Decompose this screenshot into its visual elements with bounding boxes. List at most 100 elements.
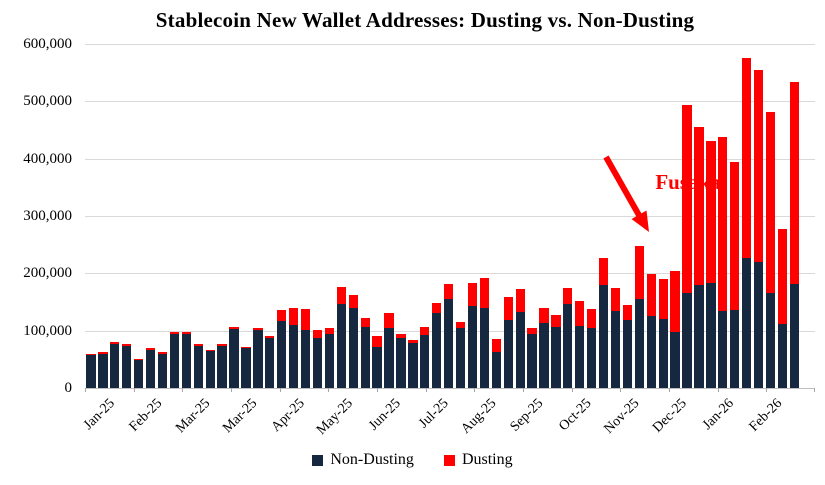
bar-segment-dusting [432, 302, 442, 314]
x-axis-tick [814, 388, 815, 392]
bar-segment-non-dusting [110, 343, 120, 388]
bar-segment-dusting [455, 321, 466, 329]
y-axis-label: 0 [64, 380, 73, 396]
bar-segment-non-dusting [491, 351, 501, 388]
bar-segment-non-dusting [753, 261, 764, 388]
bars-group [85, 44, 800, 388]
stacked-bar [168, 44, 180, 388]
bar-segment-non-dusting [288, 324, 299, 388]
y-axis-label: 600,000 [23, 36, 72, 52]
non-dusting-swatch-icon [312, 454, 324, 466]
bar-segment-dusting [348, 295, 358, 308]
bar-segment-dusting [598, 258, 609, 285]
bar-segment-non-dusting [551, 326, 561, 388]
x-axis-label: May-25 [313, 396, 356, 438]
stacked-bar [204, 44, 216, 388]
legend: Non-Dusting Dusting [0, 451, 825, 469]
bar-segment-dusting [265, 336, 275, 339]
stacked-bar [455, 44, 467, 388]
stacked-bar [323, 44, 335, 388]
stacked-bar [431, 44, 443, 388]
x-axis-tick [474, 388, 476, 392]
y-axis-label: 300,000 [23, 208, 72, 224]
gridline [85, 158, 815, 160]
bar-segment-non-dusting [682, 293, 692, 388]
legend-label-dusting: Dusting [461, 451, 513, 468]
stacked-bar [264, 44, 276, 388]
x-axis-label: Mar-25 [172, 396, 213, 437]
stacked-bar [395, 44, 407, 388]
bar-segment-dusting [777, 229, 788, 324]
bar-segment-dusting [539, 307, 549, 324]
bar-segment-dusting [229, 326, 239, 329]
bar-segment-non-dusting [730, 310, 740, 388]
x-axis-tick [85, 388, 86, 392]
x-axis-label: Mar-25 [220, 396, 261, 437]
bar-segment-dusting [205, 350, 215, 352]
bar-segment-non-dusting [384, 328, 394, 388]
bar-segment-non-dusting [718, 311, 728, 388]
bar-segment-non-dusting [181, 334, 191, 388]
y-axis-label: 400,000 [23, 150, 72, 167]
x-axis-label: Sep-25 [507, 396, 547, 435]
stacked-bar [443, 44, 455, 388]
bar-segment-dusting [217, 343, 227, 346]
gridline [85, 273, 815, 275]
x-axis-tick [328, 388, 330, 392]
x-axis-label: Jan-26 [700, 396, 738, 434]
stacked-bar [228, 44, 240, 388]
bar-segment-dusting [491, 338, 501, 352]
stacked-bar [574, 44, 586, 388]
stacked-bar [383, 44, 395, 388]
stacked-bar [145, 44, 157, 388]
bar-segment-dusting [610, 287, 621, 311]
bar-segment-dusting [408, 340, 418, 343]
bar-segment-non-dusting [634, 299, 645, 388]
stacked-bar [157, 44, 169, 388]
x-axis-tick [523, 388, 524, 392]
x-axis-tick [717, 388, 719, 392]
stacked-bar [753, 44, 765, 388]
stacked-bar [586, 44, 598, 388]
bar-segment-dusting [157, 352, 168, 355]
stacked-bar [502, 44, 514, 388]
stacked-bar [705, 44, 717, 388]
bar-segment-dusting [312, 329, 323, 338]
stacked-bar [776, 44, 788, 388]
bar-segment-dusting [563, 287, 573, 304]
stacked-bar [97, 44, 109, 388]
stacked-bar [407, 44, 419, 388]
stacked-bar [621, 44, 633, 388]
bar-segment-non-dusting [587, 328, 597, 388]
bar-segment-non-dusting [455, 328, 466, 388]
stacked-bar [645, 44, 657, 388]
bar-segment-non-dusting [539, 323, 549, 388]
bar-segment-dusting [706, 140, 716, 284]
stacked-bar [133, 44, 145, 388]
bar-segment-non-dusting [396, 338, 406, 388]
stacked-bar [192, 44, 204, 388]
x-axis-label: Jan-25 [80, 396, 118, 434]
stacked-bar [526, 44, 538, 388]
bar-segment-non-dusting [265, 338, 275, 388]
stacked-bar [729, 44, 741, 388]
stacked-bar [717, 44, 729, 388]
bar-segment-non-dusting [205, 351, 215, 388]
dusting-swatch-icon [443, 454, 455, 466]
stacked-bar [693, 44, 705, 388]
bar-segment-non-dusting [193, 346, 203, 388]
x-axis-label: Jun-25 [366, 396, 404, 434]
bar-segment-non-dusting [742, 257, 752, 388]
bar-segment-dusting [742, 58, 752, 258]
bar-segment-non-dusting [420, 335, 430, 388]
bar-segment-dusting [300, 309, 311, 331]
stacked-bar [538, 44, 550, 388]
bar-segment-dusting [753, 70, 764, 262]
bar-segment-non-dusting [515, 311, 525, 388]
bar-segment-dusting [253, 327, 263, 330]
bar-segment-dusting [789, 81, 799, 285]
stacked-bar [180, 44, 192, 388]
bar-segment-dusting [336, 286, 346, 305]
bar-segment-non-dusting [527, 334, 537, 388]
bar-segment-non-dusting [241, 348, 251, 388]
